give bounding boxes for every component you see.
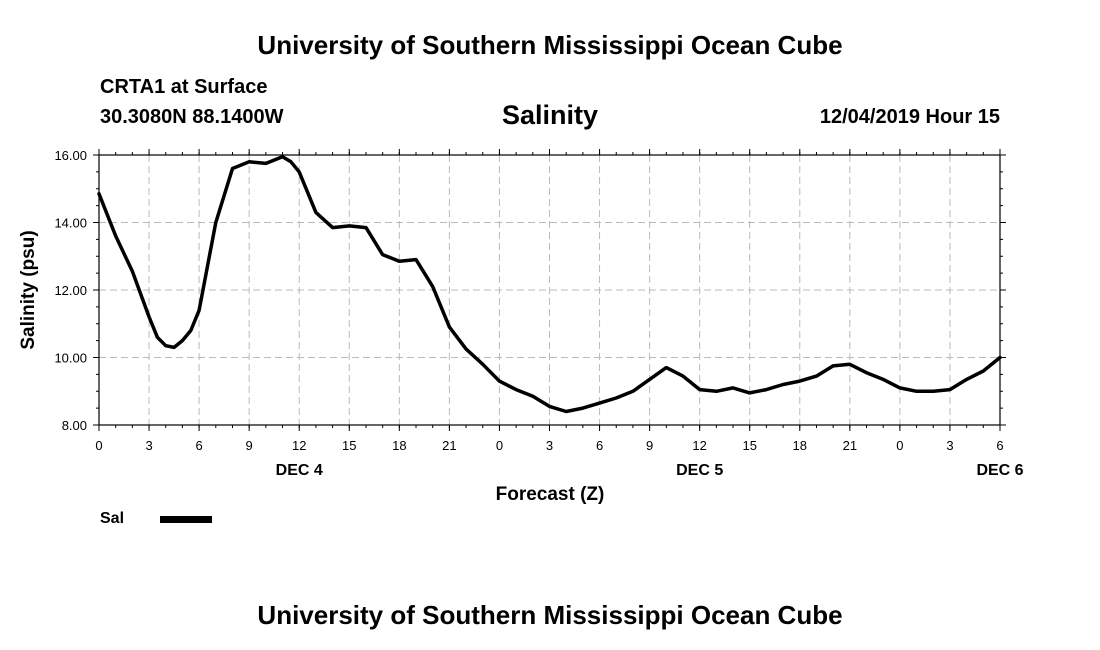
chart-grid [99,155,1000,425]
salinity-chart: 8.00 10.00 12.00 14.00 16.00 0 3 6 9 12 15 18 21 0 3 6 9… [18,148,1024,505]
series-line-salinity [97,154,1002,414]
x-tick-label: 21 [442,438,456,453]
x-tick-label: 21 [843,438,857,453]
x-tick-label: 3 [145,438,152,453]
x-tick-label: 6 [596,438,603,453]
x-tick-label: 9 [246,438,253,453]
day-label: DEC 4 [276,462,323,479]
y-axis-label: Salinity (psu) [18,230,39,349]
plot-frame [98,154,1001,426]
x-tick-label: 18 [793,438,807,453]
x-tick-label: 3 [946,438,953,453]
x-tick-label: 6 [195,438,202,453]
chart-labels: 8.00 10.00 12.00 14.00 16.00 0 3 6 9 12 15 18 21 0 3 6 9… [54,148,1023,479]
y-tick-label: 16.00 [54,148,87,163]
run-time: 12/04/2019 Hour 15 [819,106,1000,128]
chart-title: Salinity [501,100,599,130]
y-tick-label: 12.00 [54,283,87,298]
x-tick-label: 0 [896,438,903,453]
station-name: CRTA1 at Surface [100,76,268,98]
chart-axes [93,149,1006,431]
legend-label: Sal [100,510,125,527]
day-label: DEC 5 [676,462,723,479]
station-coords: 30.3080N 88.1400W [100,106,284,128]
x-tick-label: 12 [692,438,706,453]
header-title: University of Southern Mississippi Ocean… [257,30,843,60]
x-tick-label: 15 [742,438,756,453]
x-tick-label: 6 [996,438,1003,453]
x-tick-label: 15 [342,438,356,453]
y-tick-label: 8.00 [62,418,87,433]
x-axis-label: Forecast (Z) [496,484,605,505]
x-tick-label: 9 [646,438,653,453]
x-tick-label: 12 [292,438,306,453]
x-tick-label: 0 [95,438,102,453]
x-tick-label: 18 [392,438,406,453]
y-tick-label: 14.00 [54,216,87,231]
x-tick-label: 0 [496,438,503,453]
day-label: DEC 6 [976,462,1023,479]
y-tick-label: 10.00 [54,351,87,366]
footer-title: University of Southern Mississippi Ocean… [257,600,843,630]
legend-swatch [160,516,212,523]
chart-series [97,154,1002,414]
x-tick-label: 3 [546,438,553,453]
